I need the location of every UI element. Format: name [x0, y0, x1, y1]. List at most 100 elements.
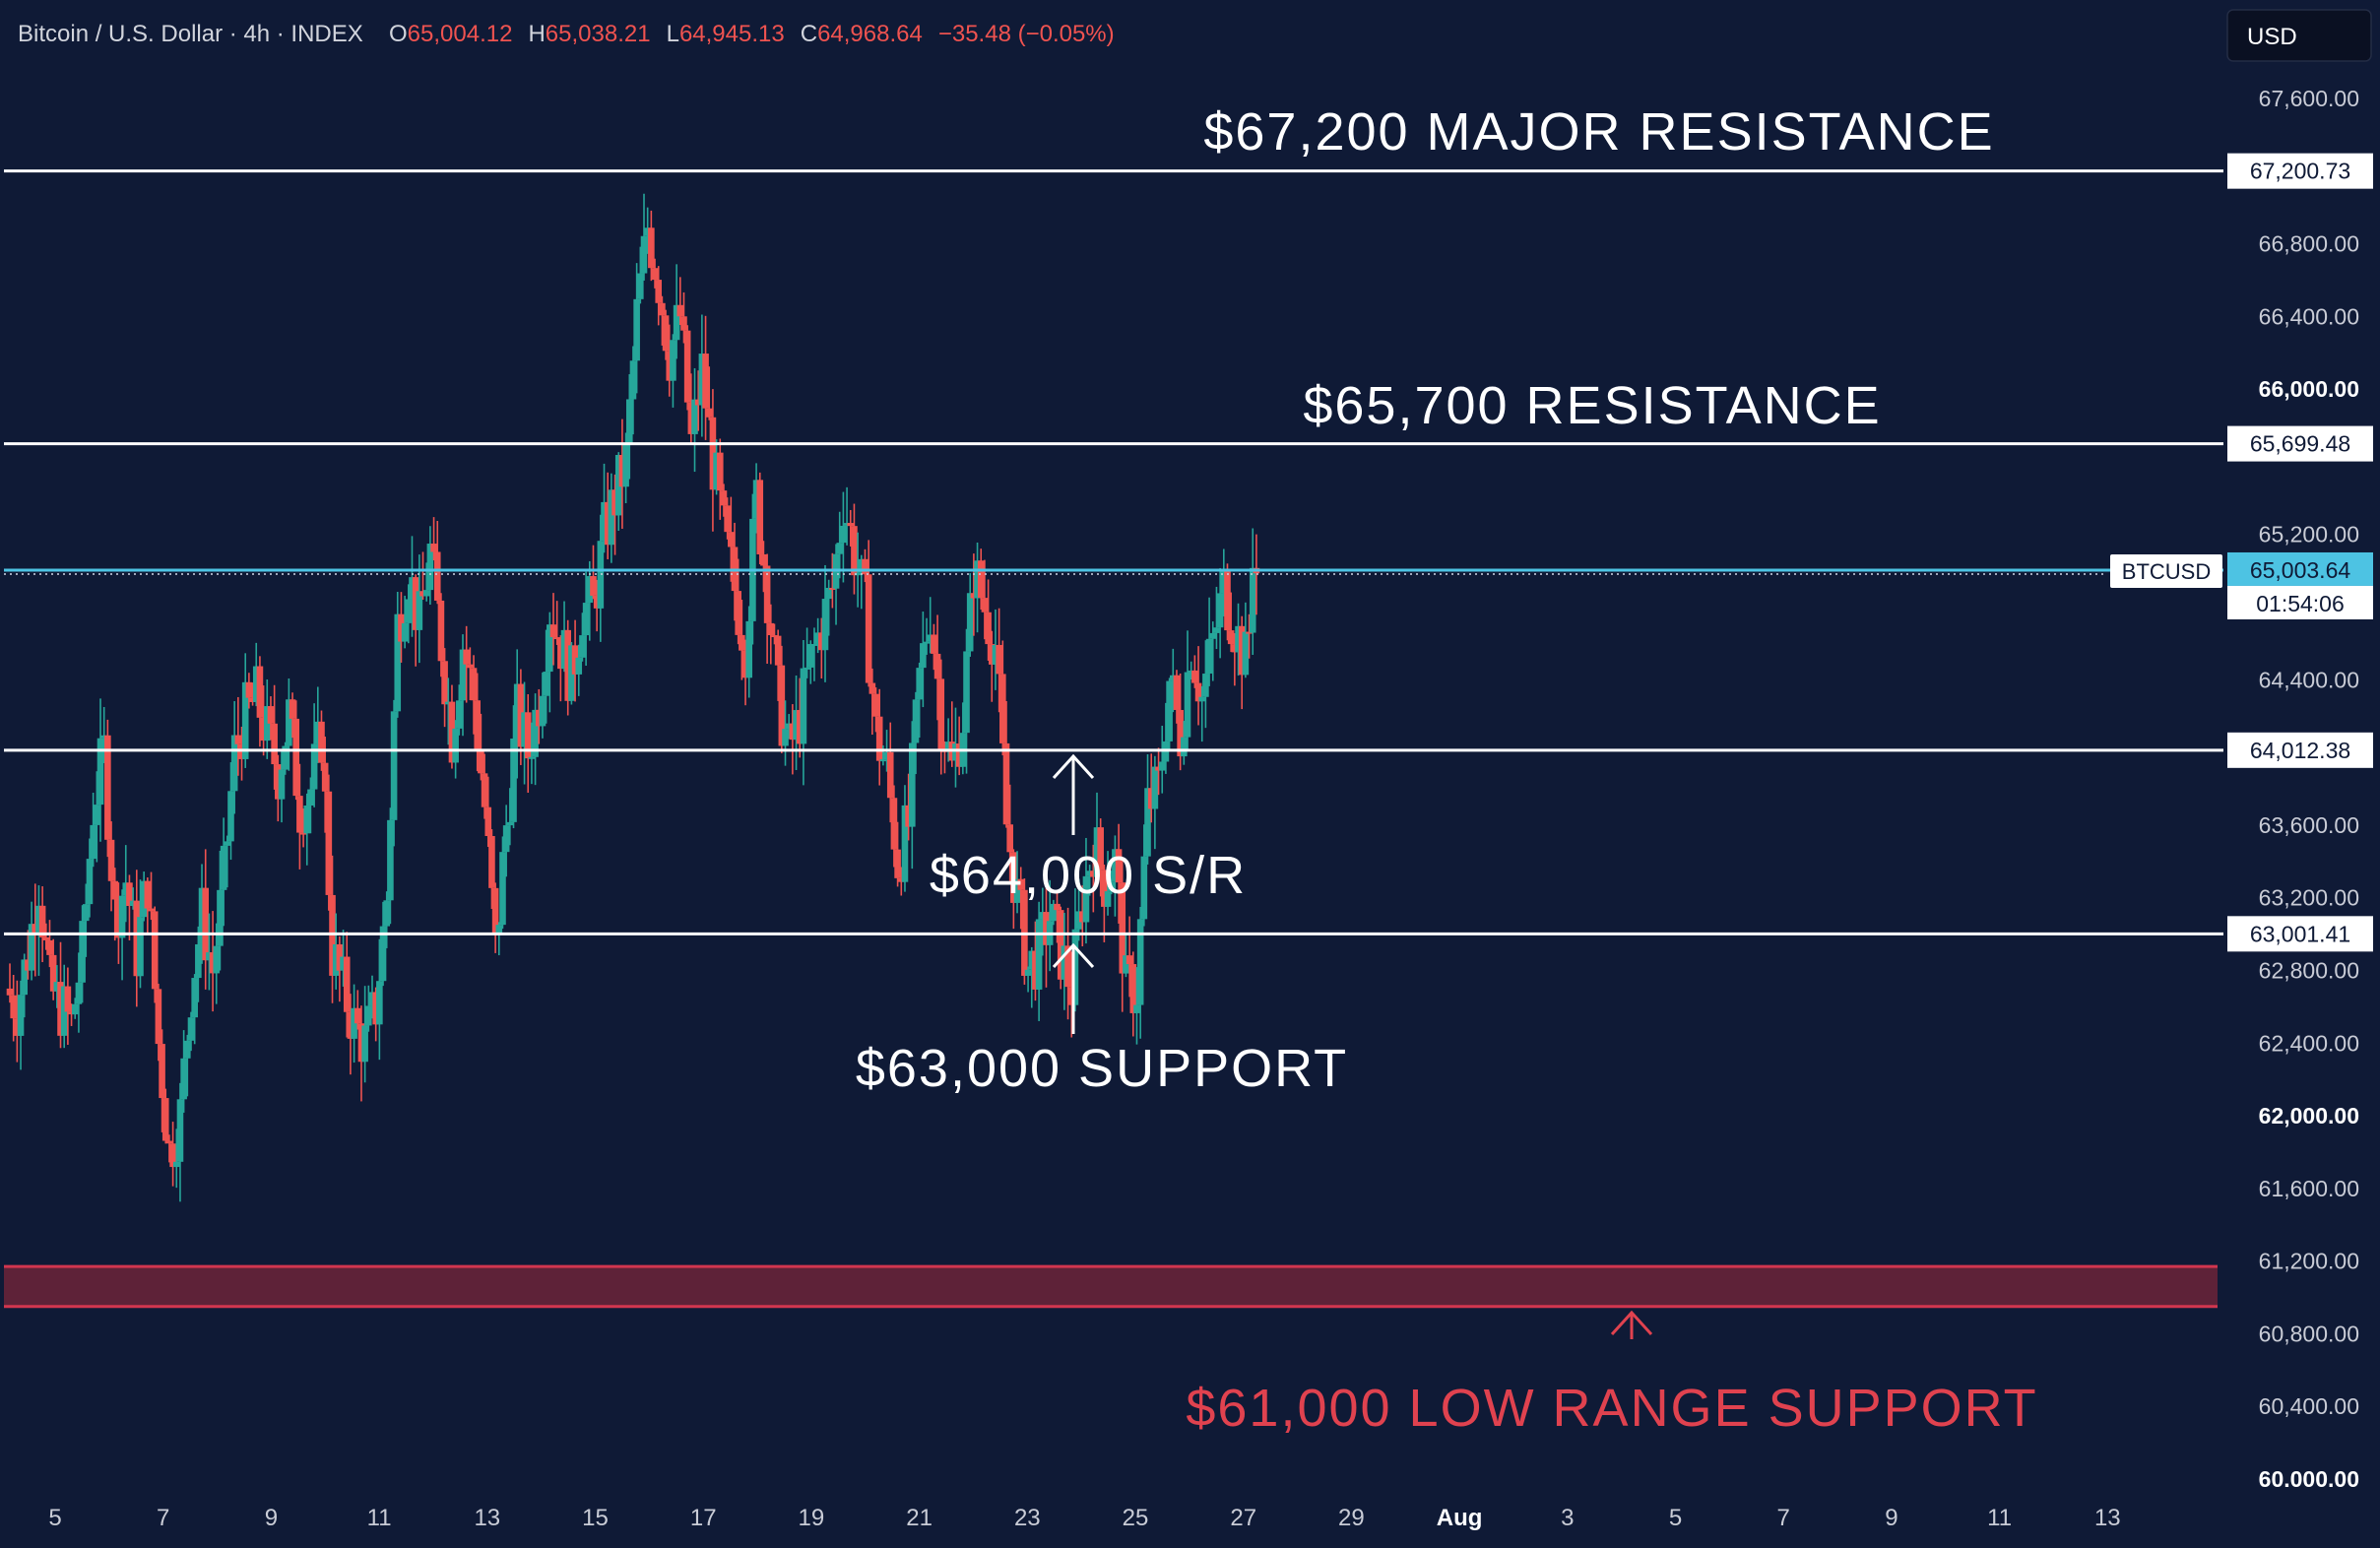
high-value: 65,038.21	[546, 21, 651, 47]
candle-body	[806, 644, 814, 668]
candle-body	[361, 1025, 368, 1063]
candle-body	[745, 620, 753, 678]
y-tick-label: 61,600.00	[2259, 1176, 2359, 1201]
y-tick-label: 64,400.00	[2259, 667, 2359, 692]
candle-body	[1166, 680, 1173, 742]
candle-body	[1002, 742, 1010, 825]
candle-body	[100, 735, 107, 739]
annotation-resistance: $65,700 RESISTANCE	[1303, 376, 1881, 435]
candle-body	[329, 894, 336, 976]
annotation-low-range-support: $61,000 LOW RANGE SUPPORT	[1186, 1379, 2037, 1438]
candle-body	[648, 227, 655, 269]
candle-body	[586, 576, 594, 604]
candle-body	[437, 600, 445, 662]
candle-body	[470, 668, 478, 701]
candle-body	[64, 986, 72, 1012]
arrow-to-64000-head	[1052, 753, 1095, 780]
y-tick-label: 67,600.00	[2259, 86, 2359, 111]
candle-body	[1209, 632, 1217, 639]
level-price-label: 67,200.73	[2250, 159, 2350, 184]
candle-body	[376, 981, 383, 1025]
candle-body	[705, 408, 713, 418]
candle-body	[810, 643, 818, 646]
candle-body	[963, 651, 970, 734]
x-tick-label: 23	[1014, 1505, 1041, 1531]
candle-body	[683, 330, 691, 403]
candle-body	[256, 666, 264, 718]
candle-body	[478, 750, 484, 774]
candle-body	[741, 650, 749, 678]
y-tick-label: 63,600.00	[2259, 812, 2359, 838]
y-tick-label: 62,800.00	[2259, 957, 2359, 983]
y-tick-label: 65,200.00	[2259, 522, 2359, 548]
candle-body	[409, 577, 416, 600]
candle-body	[637, 273, 644, 299]
candle-body	[985, 612, 992, 645]
candle-body	[644, 227, 651, 236]
currency-label: USD	[2247, 24, 2297, 50]
candle-body	[865, 574, 872, 683]
candle-body	[709, 417, 717, 490]
y-tick-label: 63,200.00	[2259, 885, 2359, 911]
candle-body	[1133, 1004, 1140, 1013]
candle-body	[474, 700, 482, 751]
y-tick-label: 60,800.00	[2259, 1321, 2359, 1346]
candle-body	[920, 643, 927, 669]
candle-body	[1039, 912, 1047, 920]
candle-body	[17, 995, 25, 1036]
candle-body	[778, 665, 786, 746]
candle-body	[1242, 631, 1250, 676]
candle-body	[1024, 969, 1032, 976]
candle-body	[422, 590, 430, 597]
candle-body	[169, 1143, 176, 1168]
x-tick-label: 19	[799, 1505, 825, 1531]
candle-body	[528, 756, 536, 759]
candle-body	[111, 880, 119, 900]
candle-body	[340, 956, 347, 971]
candle-body	[46, 939, 53, 955]
x-tick-label: 15	[582, 1505, 609, 1531]
candle-body	[502, 825, 510, 853]
candle-body	[937, 678, 945, 750]
candle-body	[53, 982, 61, 992]
candle-body	[176, 1099, 184, 1162]
candle-body	[289, 699, 296, 719]
x-tick-label: 17	[690, 1505, 717, 1531]
candle-body	[1057, 910, 1064, 980]
candle-body	[263, 706, 271, 742]
candle-body	[886, 751, 894, 799]
x-tick-label: 3	[1561, 1505, 1574, 1531]
open-value: 65,004.12	[408, 21, 513, 47]
candle-body	[122, 882, 130, 896]
candle-body	[184, 1040, 191, 1059]
candle-body	[38, 905, 46, 937]
candle-body	[14, 1018, 21, 1036]
candle-body	[488, 836, 495, 888]
candle-body	[1119, 882, 1126, 974]
candle-body	[662, 315, 670, 352]
candle-body	[148, 908, 155, 912]
candle-body	[314, 721, 322, 744]
candle-body	[720, 490, 728, 506]
candle-body	[575, 657, 583, 675]
candle-body	[481, 773, 488, 807]
candle-body	[752, 480, 760, 519]
candle-body	[691, 399, 698, 434]
candle-body	[57, 982, 64, 1036]
candle-body	[608, 489, 615, 546]
candle-body	[1108, 881, 1116, 892]
candle-body	[1061, 945, 1068, 980]
candle-body	[593, 595, 601, 609]
candle-body	[739, 634, 745, 651]
candle-body	[1123, 955, 1129, 974]
candle-body	[398, 613, 405, 642]
low-label: L	[667, 21, 679, 47]
candle-body	[104, 735, 111, 840]
currency-selector[interactable]: USD	[2226, 9, 2372, 62]
candle-body	[115, 899, 122, 938]
candle-body	[213, 945, 221, 974]
candle-body	[1181, 737, 1188, 757]
